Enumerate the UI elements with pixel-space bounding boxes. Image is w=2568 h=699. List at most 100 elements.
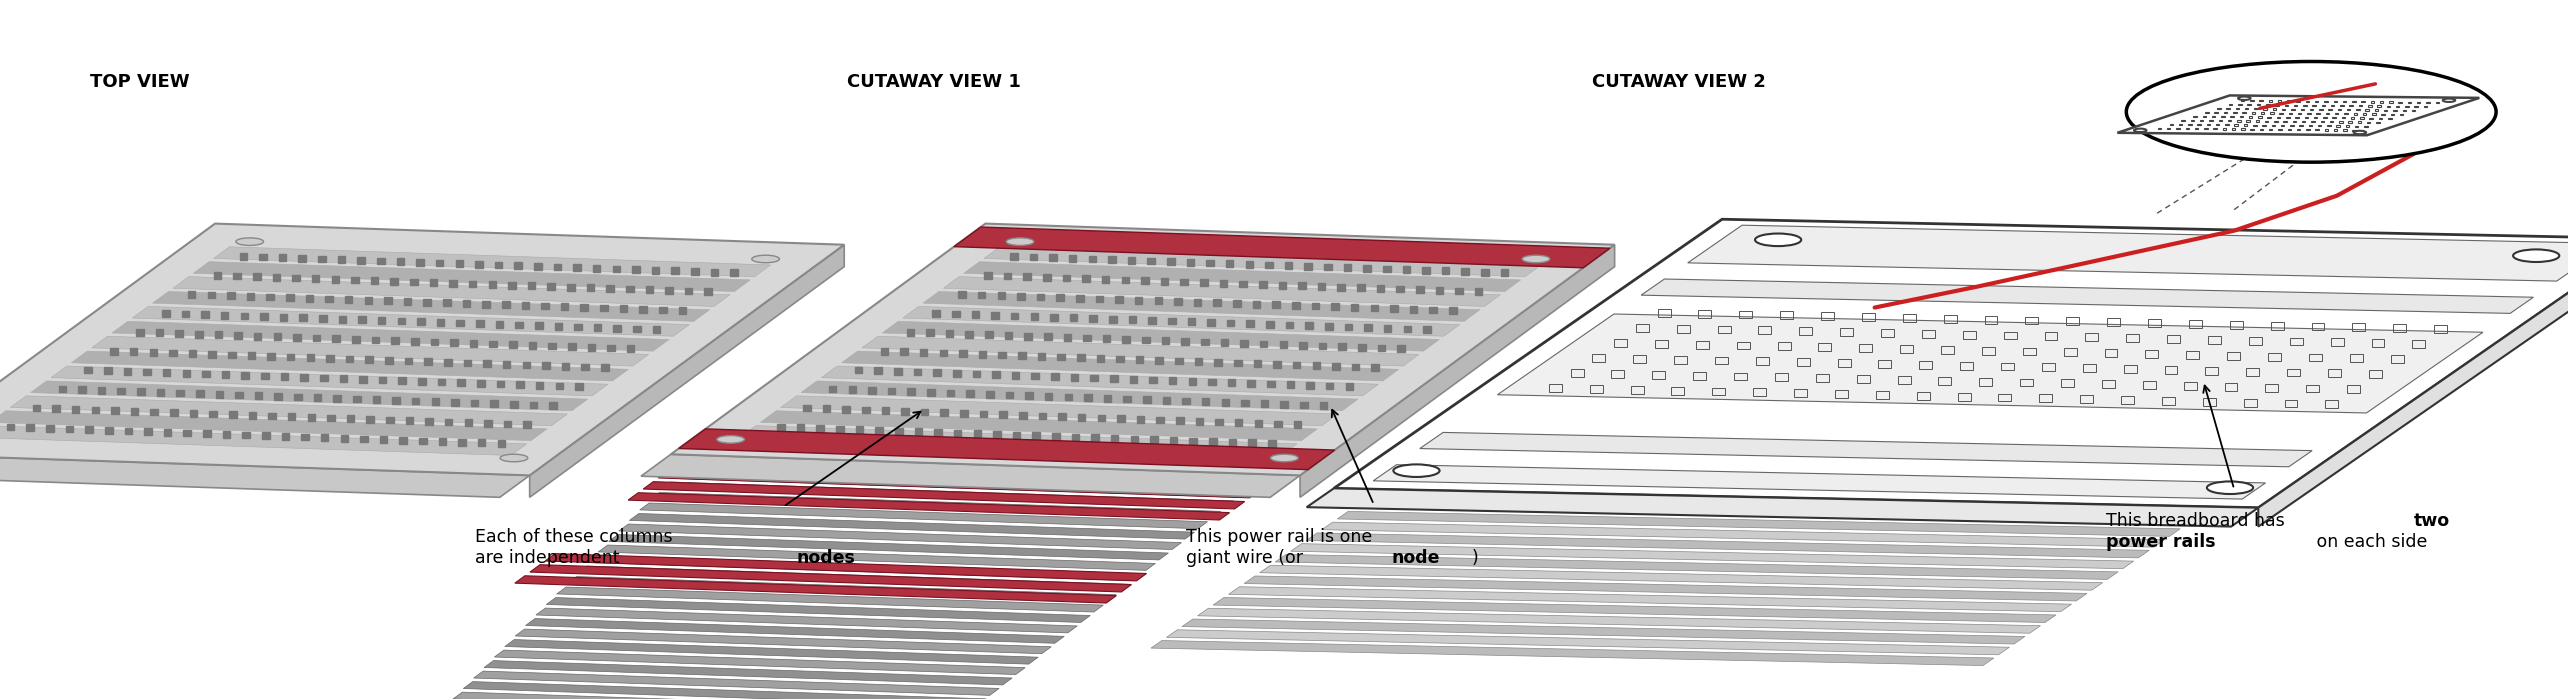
Bar: [2229, 321, 2242, 329]
Bar: [1305, 263, 1312, 270]
Bar: [678, 308, 686, 314]
Bar: [1037, 294, 1045, 301]
Bar: [213, 272, 221, 279]
Bar: [1076, 354, 1084, 361]
Bar: [1266, 321, 1274, 328]
Bar: [1156, 357, 1163, 363]
Bar: [169, 410, 177, 416]
Bar: [2208, 120, 2214, 121]
Bar: [288, 354, 295, 361]
Circle shape: [2514, 250, 2560, 262]
Bar: [1066, 394, 1071, 401]
Bar: [1271, 301, 1279, 308]
Bar: [33, 405, 41, 412]
Bar: [1299, 401, 1307, 408]
Bar: [2306, 129, 2309, 130]
Bar: [46, 425, 54, 432]
Bar: [2306, 113, 2311, 114]
Bar: [2208, 336, 2221, 344]
Bar: [2357, 109, 2360, 110]
Bar: [2103, 380, 2116, 388]
Bar: [2283, 108, 2286, 110]
Bar: [455, 260, 462, 267]
Bar: [1215, 419, 1222, 425]
Bar: [1166, 258, 1174, 265]
Bar: [203, 370, 211, 377]
Bar: [152, 409, 159, 415]
Bar: [1281, 401, 1289, 408]
Bar: [614, 325, 621, 332]
Bar: [470, 400, 478, 406]
Bar: [380, 377, 385, 383]
Bar: [508, 282, 516, 289]
Polygon shape: [657, 470, 1261, 498]
Circle shape: [752, 255, 781, 263]
Bar: [855, 426, 863, 433]
Text: are independent: are independent: [475, 549, 624, 567]
Bar: [2270, 322, 2283, 329]
Polygon shape: [506, 640, 1037, 664]
Bar: [2216, 124, 2219, 125]
Bar: [2226, 124, 2229, 126]
Bar: [1461, 268, 1469, 275]
Bar: [2298, 113, 2301, 114]
Polygon shape: [1338, 512, 2180, 536]
Bar: [1186, 259, 1194, 266]
Bar: [1351, 363, 1358, 370]
Bar: [2301, 109, 2303, 110]
Bar: [1181, 338, 1189, 345]
Bar: [1222, 399, 1230, 405]
Bar: [1261, 340, 1269, 347]
Polygon shape: [1150, 640, 1993, 665]
Bar: [475, 261, 483, 268]
Bar: [300, 374, 308, 381]
Bar: [896, 428, 901, 434]
Bar: [2296, 129, 2301, 130]
Bar: [1012, 372, 1019, 379]
Bar: [1220, 340, 1228, 346]
Polygon shape: [670, 471, 1245, 498]
Bar: [169, 350, 177, 356]
Circle shape: [716, 435, 745, 443]
Text: ): ): [1471, 549, 1479, 567]
Bar: [1138, 416, 1145, 423]
Bar: [1248, 380, 1256, 387]
Bar: [2345, 113, 2347, 115]
Bar: [1939, 377, 1952, 384]
Bar: [2065, 348, 2078, 356]
Bar: [2214, 112, 2219, 113]
Bar: [2219, 120, 2221, 122]
Bar: [1384, 325, 1392, 332]
Bar: [321, 375, 329, 382]
Bar: [1944, 315, 1957, 323]
Bar: [2260, 113, 2265, 114]
Bar: [778, 424, 786, 431]
Bar: [652, 326, 660, 333]
Bar: [2203, 398, 2216, 405]
Bar: [2021, 379, 2034, 387]
Bar: [2409, 101, 2411, 103]
Bar: [560, 303, 568, 310]
Bar: [488, 281, 496, 288]
Bar: [686, 288, 693, 294]
Bar: [2350, 117, 2355, 119]
Bar: [2375, 122, 2381, 123]
Bar: [822, 405, 829, 412]
Bar: [1084, 394, 1091, 401]
Circle shape: [2206, 482, 2252, 494]
Bar: [1037, 353, 1045, 360]
Bar: [919, 349, 927, 356]
Bar: [318, 256, 326, 262]
Bar: [945, 330, 953, 337]
Bar: [1215, 299, 1220, 306]
Bar: [1816, 374, 1828, 382]
Bar: [2406, 106, 2409, 107]
Bar: [311, 275, 318, 282]
Bar: [1631, 386, 1644, 394]
Bar: [2214, 128, 2216, 129]
Bar: [639, 306, 647, 312]
Bar: [537, 382, 544, 389]
Polygon shape: [1292, 544, 2134, 569]
Bar: [2393, 110, 2396, 111]
Bar: [2224, 383, 2237, 391]
